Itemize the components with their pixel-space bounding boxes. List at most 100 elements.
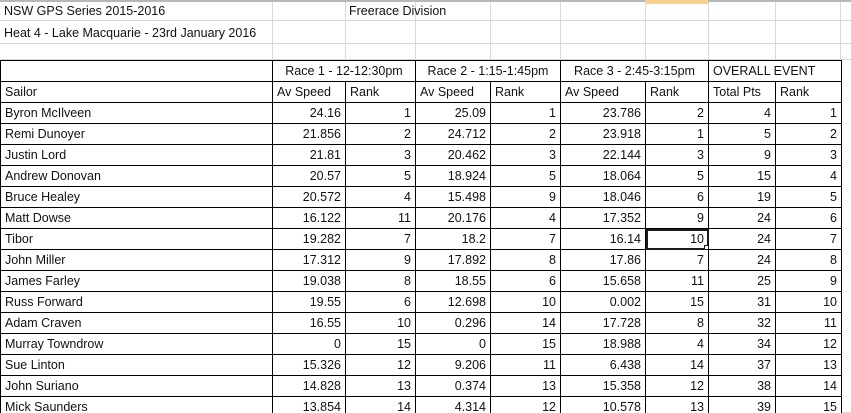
cell-race1-rank[interactable]: 12 xyxy=(345,354,416,376)
cell-race3-rank[interactable]: 1 xyxy=(645,123,709,145)
cell-total-pts[interactable]: 9 xyxy=(708,144,776,166)
cell-race2-speed[interactable]: 20.462 xyxy=(415,144,491,166)
cell-race1-rank[interactable]: 1 xyxy=(345,102,416,124)
cell-overall-rank[interactable]: 9 xyxy=(775,270,842,292)
cell-race3-speed[interactable]: 22.144 xyxy=(560,144,646,166)
cell-race2-speed[interactable]: 0.296 xyxy=(415,312,491,334)
cell-race2-speed[interactable]: 25.09 xyxy=(415,102,491,124)
cell-total-pts[interactable]: 31 xyxy=(708,291,776,313)
cell-race2-speed[interactable]: 9.206 xyxy=(415,354,491,376)
cell-overall-rank[interactable]: 14 xyxy=(775,375,842,397)
col-header-total-pts[interactable]: Total Pts xyxy=(708,81,776,103)
cell-sailor-name[interactable]: Byron McIlveen xyxy=(0,102,273,124)
cell-overall-rank[interactable]: 7 xyxy=(775,228,842,250)
cell-race2-rank[interactable]: 1 xyxy=(490,102,561,124)
cell-race2-rank[interactable]: 2 xyxy=(490,123,561,145)
cell-race3-rank[interactable]: 2 xyxy=(645,102,709,124)
col-header-race1-rank[interactable]: Rank xyxy=(345,81,416,103)
cell-race2-rank[interactable]: 3 xyxy=(490,144,561,166)
cell-sailor-name[interactable]: Sue Linton xyxy=(0,354,273,376)
cell-race1-rank[interactable]: 6 xyxy=(345,291,416,313)
cell-total-pts[interactable]: 15 xyxy=(708,165,776,187)
col-header-race1-speed[interactable]: Av Speed xyxy=(272,81,346,103)
cell-race1-rank[interactable]: 13 xyxy=(345,375,416,397)
cell-race3-rank[interactable]: 8 xyxy=(645,312,709,334)
col-header-race3-speed[interactable]: Av Speed xyxy=(560,81,646,103)
col-header-race3-rank[interactable]: Rank xyxy=(645,81,709,103)
cell-overall-rank[interactable]: 6 xyxy=(775,207,842,229)
cell-overall-rank[interactable]: 1 xyxy=(775,102,842,124)
cell-race3-speed[interactable]: 10.578 xyxy=(560,396,646,413)
cell-race1-rank[interactable]: 8 xyxy=(345,270,416,292)
cell-sailor-name[interactable]: James Farley xyxy=(0,270,273,292)
cell-total-pts[interactable]: 34 xyxy=(708,333,776,355)
cell-sailor-name[interactable]: John Miller xyxy=(0,249,273,271)
cell-race1-rank[interactable]: 10 xyxy=(345,312,416,334)
cell-race1-rank[interactable]: 14 xyxy=(345,396,416,413)
cell-race1-rank[interactable]: 3 xyxy=(345,144,416,166)
cell-race3-speed[interactable]: 23.918 xyxy=(560,123,646,145)
cell-race1-speed[interactable]: 17.312 xyxy=(272,249,346,271)
cell-race3-speed[interactable]: 15.358 xyxy=(560,375,646,397)
cell-race2-rank[interactable]: 4 xyxy=(490,207,561,229)
cell-race1-rank[interactable]: 11 xyxy=(345,207,416,229)
cell-total-pts[interactable]: 24 xyxy=(708,249,776,271)
cell-sailor-name[interactable]: Russ Forward xyxy=(0,291,273,313)
cell-race3-speed[interactable]: 18.064 xyxy=(560,165,646,187)
cell-race3-speed[interactable]: 17.86 xyxy=(560,249,646,271)
cell-race3-rank[interactable]: 14 xyxy=(645,354,709,376)
cell-race2-speed[interactable]: 18.2 xyxy=(415,228,491,250)
cell-race1-rank[interactable]: 2 xyxy=(345,123,416,145)
cell-total-pts[interactable]: 38 xyxy=(708,375,776,397)
cell-race1-speed[interactable]: 16.122 xyxy=(272,207,346,229)
cell-sailor-name[interactable]: Mick Saunders xyxy=(0,396,273,413)
cell-overall-rank[interactable]: 10 xyxy=(775,291,842,313)
cell-sailor-name[interactable]: Justin Lord xyxy=(0,144,273,166)
cell-race3-rank[interactable]: 3 xyxy=(645,144,709,166)
cell-overall-rank[interactable]: 13 xyxy=(775,354,842,376)
cell-race2-rank[interactable]: 10 xyxy=(490,291,561,313)
col-header-overall-rank[interactable]: Rank xyxy=(775,81,842,103)
cell-overall-rank[interactable]: 5 xyxy=(775,186,842,208)
cell-race2-speed[interactable]: 4.314 xyxy=(415,396,491,413)
cell-race2-rank[interactable]: 13 xyxy=(490,375,561,397)
cell-race2-speed[interactable]: 0 xyxy=(415,333,491,355)
cell-race2-rank[interactable]: 7 xyxy=(490,228,561,250)
cell-race3-speed[interactable]: 16.14 xyxy=(560,228,646,250)
cell-race1-speed[interactable]: 21.856 xyxy=(272,123,346,145)
cell-race1-speed[interactable]: 19.55 xyxy=(272,291,346,313)
cell-race2-rank[interactable]: 8 xyxy=(490,249,561,271)
cell-race2-rank[interactable]: 12 xyxy=(490,396,561,413)
cell-overall-rank[interactable]: 3 xyxy=(775,144,842,166)
cell-race3-rank-selected[interactable]: 10 xyxy=(645,228,709,250)
cell-race1-speed[interactable]: 16.55 xyxy=(272,312,346,334)
cell-race3-rank[interactable]: 7 xyxy=(645,249,709,271)
cell-total-pts[interactable]: 19 xyxy=(708,186,776,208)
cell-race3-rank[interactable]: 4 xyxy=(645,333,709,355)
cell-race3-rank[interactable]: 6 xyxy=(645,186,709,208)
cell-race1-rank[interactable]: 5 xyxy=(345,165,416,187)
cell-sailor-name[interactable]: Andrew Donovan xyxy=(0,165,273,187)
cell-race1-speed[interactable]: 0 xyxy=(272,333,346,355)
cell-sailor-name[interactable]: Murray Towndrow xyxy=(0,333,273,355)
cell-overall-rank[interactable]: 4 xyxy=(775,165,842,187)
cell-race2-speed[interactable]: 24.712 xyxy=(415,123,491,145)
cell-sailor-name[interactable]: Remi Dunoyer xyxy=(0,123,273,145)
cell-race2-rank[interactable]: 15 xyxy=(490,333,561,355)
cell-race2-rank[interactable]: 9 xyxy=(490,186,561,208)
cell-race2-rank[interactable]: 11 xyxy=(490,354,561,376)
cell-total-pts[interactable]: 24 xyxy=(708,207,776,229)
cell-race1-rank[interactable]: 15 xyxy=(345,333,416,355)
cell-race1-speed[interactable]: 19.038 xyxy=(272,270,346,292)
cell-race1-speed[interactable]: 14.828 xyxy=(272,375,346,397)
cell-race2-speed[interactable]: 17.892 xyxy=(415,249,491,271)
cell-race2-speed[interactable]: 18.924 xyxy=(415,165,491,187)
cell-total-pts[interactable]: 5 xyxy=(708,123,776,145)
cell-total-pts[interactable]: 24 xyxy=(708,228,776,250)
cell-overall-rank[interactable]: 12 xyxy=(775,333,842,355)
cell-race2-speed[interactable]: 20.176 xyxy=(415,207,491,229)
cell-race1-speed[interactable]: 20.572 xyxy=(272,186,346,208)
cell-race1-rank[interactable]: 9 xyxy=(345,249,416,271)
col-header-race2-rank[interactable]: Rank xyxy=(490,81,561,103)
cell-race3-speed[interactable]: 17.352 xyxy=(560,207,646,229)
